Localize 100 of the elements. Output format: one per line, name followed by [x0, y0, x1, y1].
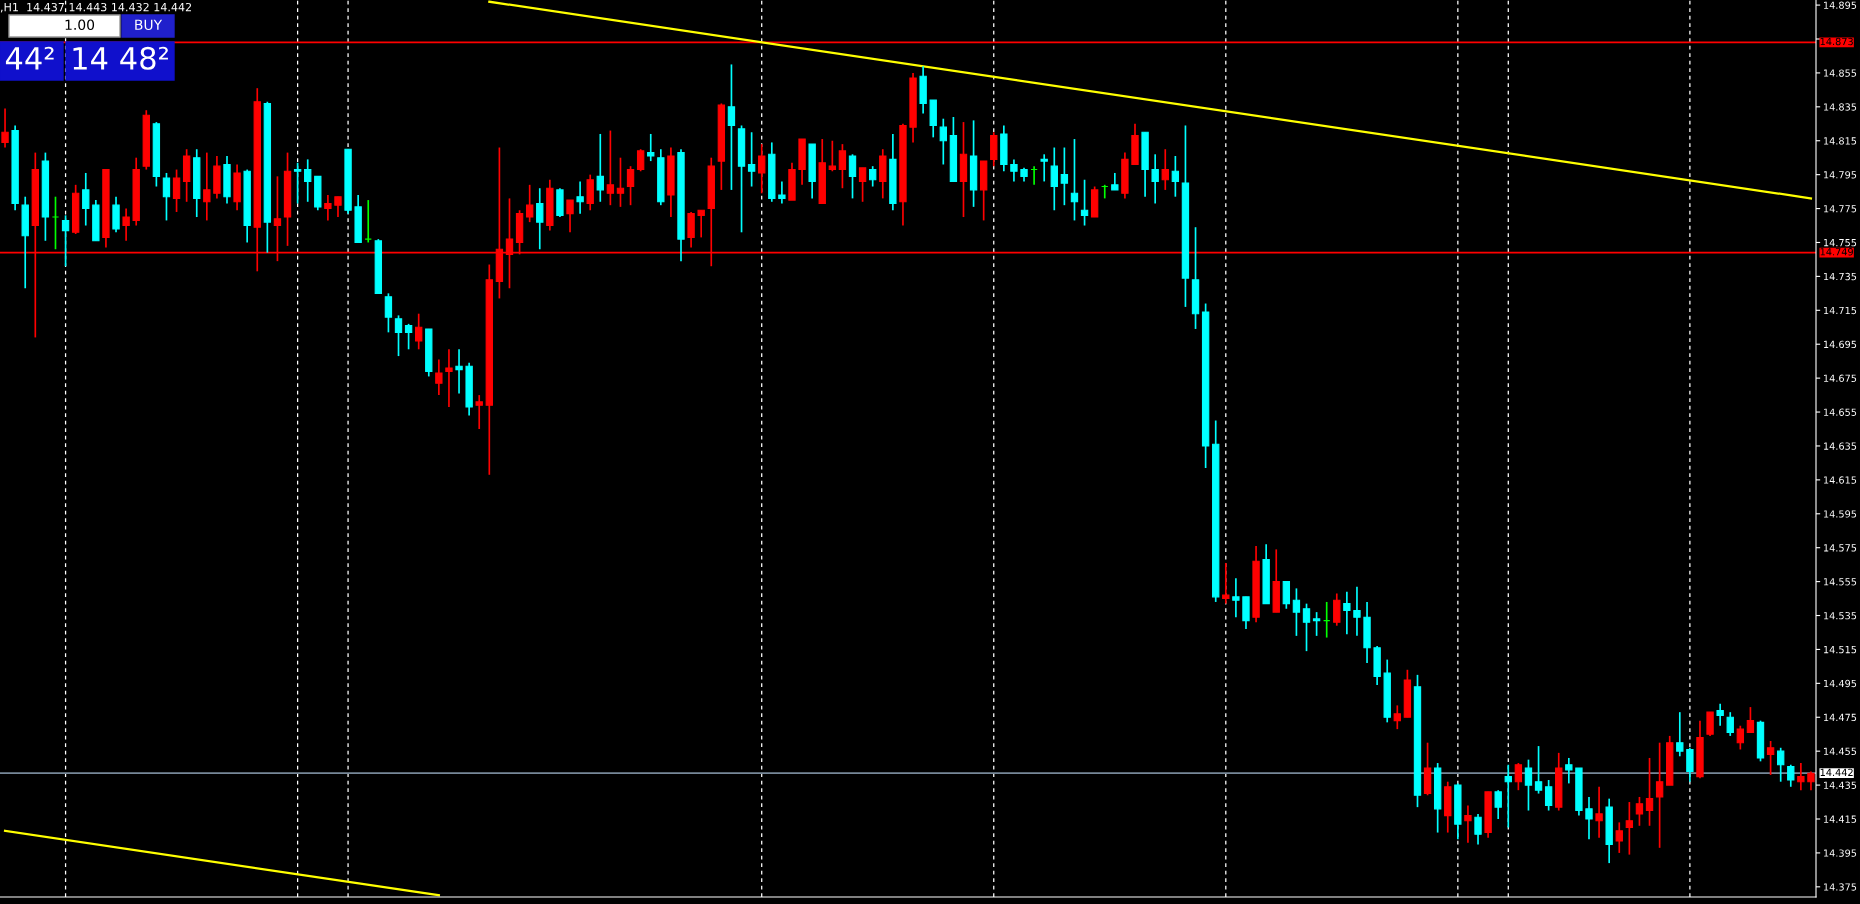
annotation: 14 48²	[73, 46, 168, 70]
y-tick-label: 14.735	[1824, 272, 1857, 281]
candlestick	[394, 314, 403, 357]
y-tick-label: 14.795	[1824, 171, 1857, 179]
candlestick	[1050, 146, 1058, 212]
y-tick-label: 14.675	[1824, 374, 1857, 382]
candlestick	[636, 148, 645, 173]
candlestick	[1645, 757, 1654, 827]
candlestick	[1746, 706, 1755, 734]
candlestick	[1676, 711, 1684, 758]
candlestick	[1787, 763, 1795, 788]
y-tick-label: 14.635	[1824, 442, 1857, 450]
ref-line-label: 14.442	[1820, 768, 1853, 776]
candlestick	[939, 117, 947, 166]
y-tick-label: 14.775	[1824, 205, 1857, 213]
candlestick	[1716, 702, 1724, 727]
candlestick	[334, 195, 342, 218]
candlestick	[1777, 746, 1785, 783]
y-tick-label: 14.895	[1824, 1, 1857, 9]
y-tick-label: 14.555	[1824, 578, 1857, 586]
candlestick	[1544, 779, 1553, 812]
candlestick	[293, 161, 302, 205]
candlestick	[1060, 146, 1069, 207]
candlestick	[606, 129, 615, 207]
candlestick	[1070, 138, 1079, 222]
y-tick-label: 14.815	[1824, 137, 1857, 145]
annotation: BUY	[135, 19, 163, 31]
candlestick	[1766, 740, 1775, 776]
candlestick	[778, 180, 786, 205]
candlestick	[1302, 602, 1311, 652]
candlestick	[61, 214, 70, 268]
candlestick	[1292, 587, 1301, 637]
candlestick	[1585, 796, 1593, 841]
y-tick-label: 14.615	[1824, 476, 1857, 484]
y-tick-label: 14.515	[1824, 646, 1857, 654]
candlestick	[1464, 804, 1472, 844]
candlestick	[82, 172, 90, 227]
annotation: 1.00	[65, 19, 95, 31]
candlestick	[324, 194, 332, 222]
y-tick-label: 14.575	[1824, 544, 1857, 552]
y-tick-label: 14.415	[1824, 815, 1857, 823]
candlestick	[1514, 762, 1523, 792]
y-tick-label: 14.535	[1824, 612, 1857, 620]
candlestick	[1797, 762, 1805, 792]
candlestick	[566, 199, 574, 234]
annotation: 44²	[5, 46, 54, 70]
candlestick	[1151, 153, 1159, 205]
y-tick-label: 14.655	[1824, 408, 1857, 416]
candlestick	[1080, 178, 1089, 227]
candlestick	[1161, 148, 1169, 191]
candlestick	[112, 195, 120, 234]
candlestick	[1282, 580, 1291, 610]
y-tick-label: 14.695	[1824, 340, 1857, 349]
candlestick	[1312, 611, 1321, 637]
candlestick	[384, 292, 393, 334]
y-tick-label: 14.495	[1824, 679, 1857, 688]
candlestick	[1706, 711, 1714, 737]
candlestick	[1010, 158, 1018, 183]
candlestick	[1686, 746, 1694, 783]
candlestick	[445, 348, 453, 408]
candlestick	[626, 165, 635, 207]
ref-line-label: 14.749	[1820, 248, 1853, 256]
candlestick	[1504, 763, 1512, 829]
candlestick	[1040, 153, 1048, 183]
candlestick	[1171, 155, 1180, 198]
candlestick	[1232, 577, 1240, 619]
candlestick	[1474, 813, 1482, 846]
candlestick	[697, 209, 705, 239]
candlestick	[838, 143, 847, 190]
candlestick	[596, 133, 604, 203]
candlestick	[162, 172, 171, 222]
y-tick-label: 14.455	[1824, 747, 1857, 756]
annotation: ,H1 14.437 14.443 14.432 14.442	[0, 2, 192, 13]
ref-line-label: 14.873	[1820, 37, 1853, 46]
candlestick	[415, 312, 423, 351]
candlestick	[525, 183, 534, 223]
candlestick	[1625, 801, 1634, 856]
candlestick	[848, 153, 857, 200]
y-tick-label: 14.715	[1824, 306, 1857, 315]
candlestick	[51, 195, 60, 251]
candlestick	[758, 143, 766, 195]
candlestick	[1222, 562, 1230, 605]
y-tick-label: 14.835	[1824, 103, 1857, 111]
candlestick	[1736, 724, 1745, 751]
candlestick	[435, 358, 443, 396]
candlestick	[1524, 758, 1533, 812]
candlestick	[1393, 704, 1401, 730]
candlestick	[747, 131, 756, 188]
candlestick	[869, 165, 877, 188]
candlestick	[1726, 711, 1734, 737]
candlestick	[304, 158, 312, 203]
candlestick	[1494, 789, 1502, 820]
candlestick	[1595, 785, 1603, 839]
candlestick	[1343, 590, 1351, 636]
y-tick-label: 14.395	[1824, 849, 1857, 857]
candlestick	[1565, 757, 1573, 785]
candlestick	[1615, 821, 1623, 854]
y-tick-label: 14.475	[1824, 713, 1857, 722]
candlestick	[687, 211, 695, 249]
y-tick-label: 14.755	[1824, 239, 1857, 247]
